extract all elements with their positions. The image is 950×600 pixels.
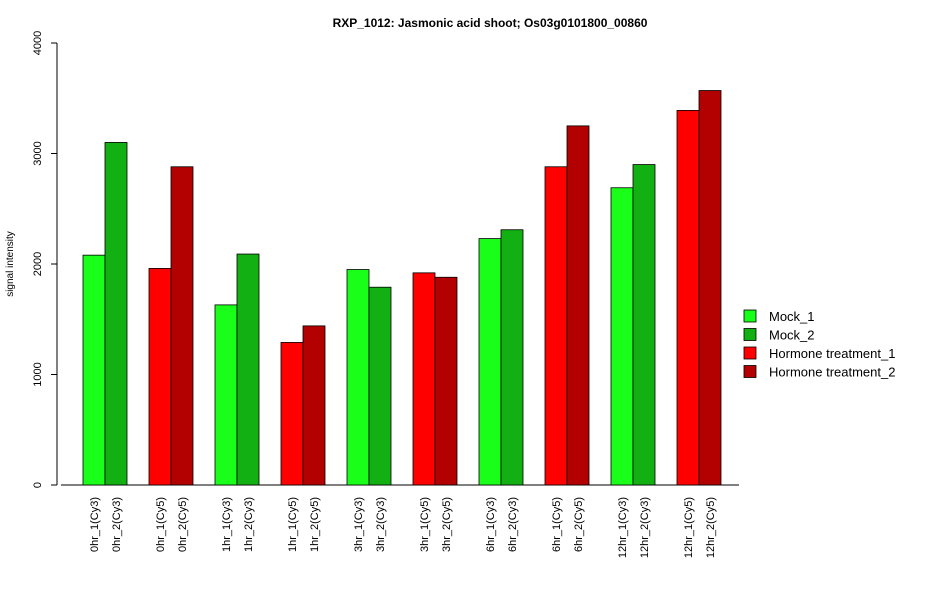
x-tick-label: 6hr_1(Cy3) — [485, 497, 497, 552]
x-tick-labels: 0hr_1(Cy3) 0hr_2(Cy3) 0hr_1(Cy5) 0hr_2(Cy5)… — [89, 497, 717, 558]
x-tick-label: 3hr_1(Cy5) — [419, 497, 431, 552]
x-tick-label: 6hr_1(Cy5) — [551, 497, 563, 552]
bar — [632, 164, 656, 486]
legend-swatch — [743, 365, 757, 378]
bar — [478, 238, 502, 486]
bar — [566, 125, 590, 486]
bar — [148, 268, 172, 486]
bar — [346, 269, 370, 486]
bar — [434, 276, 458, 486]
bar — [280, 342, 304, 486]
bar — [500, 229, 524, 486]
bar — [544, 166, 568, 486]
legend-swatch — [743, 346, 757, 360]
x-tick-label: 6hr_2(Cy5) — [573, 497, 585, 552]
y-tick-label: 1000 — [32, 362, 44, 386]
bar — [170, 166, 194, 486]
bar — [214, 304, 238, 486]
y-tick-label: 2000 — [32, 252, 44, 276]
legend-label: Hormone treatment_1 — [769, 346, 895, 361]
x-tick-label: 3hr_2(Cy3) — [375, 497, 387, 552]
bar — [104, 142, 128, 486]
x-tick-label: 0hr_2(Cy3) — [111, 497, 123, 552]
bar — [236, 253, 260, 486]
chart-title: RXP_1012: Jasmonic acid shoot; Os03g0101… — [333, 16, 648, 30]
bar — [302, 325, 326, 486]
bar — [412, 272, 436, 486]
y-axis-title: signal intensity — [5, 231, 16, 297]
bar — [698, 90, 722, 486]
x-tick-label: 12hr_1(Cy5) — [683, 497, 695, 558]
x-tick-label: 6hr_2(Cy3) — [507, 497, 519, 552]
bar — [610, 187, 634, 486]
legend-swatch — [743, 328, 757, 341]
x-tick-label: 0hr_1(Cy3) — [89, 497, 101, 552]
y-tick-label: 4000 — [32, 31, 44, 55]
legend-swatch — [743, 309, 757, 323]
legend: Mock_1 Mock_2 Hormone treatment_1 Hormone t… — [743, 309, 895, 380]
x-tick-label: 3hr_1(Cy3) — [353, 497, 365, 552]
legend-label: Hormone treatment_2 — [769, 365, 895, 380]
legend-label: Mock_1 — [769, 309, 815, 324]
x-tick-label: 3hr_2(Cy5) — [441, 497, 453, 552]
bar — [676, 110, 700, 486]
y-axis: 0 1000 2000 3000 4000 — [32, 31, 58, 488]
bar — [368, 286, 392, 486]
x-tick-label: 1hr_1(Cy3) — [221, 497, 233, 552]
x-tick-label: 12hr_2(Cy3) — [639, 497, 651, 558]
x-tick-label: 12hr_1(Cy3) — [617, 497, 629, 558]
bar — [82, 254, 106, 486]
x-tick-label: 1hr_1(Cy5) — [287, 497, 299, 552]
legend-label: Mock_2 — [769, 328, 815, 343]
x-tick-label: 0hr_1(Cy5) — [155, 497, 167, 552]
x-tick-label: 1hr_2(Cy3) — [243, 497, 255, 552]
y-tick-label: 0 — [32, 482, 44, 488]
x-tick-label: 0hr_2(Cy5) — [177, 497, 189, 552]
x-tick-label: 12hr_2(Cy5) — [705, 497, 717, 558]
y-tick-label: 3000 — [32, 141, 44, 165]
x-tick-label: 1hr_2(Cy5) — [309, 497, 321, 552]
bars — [82, 90, 722, 486]
